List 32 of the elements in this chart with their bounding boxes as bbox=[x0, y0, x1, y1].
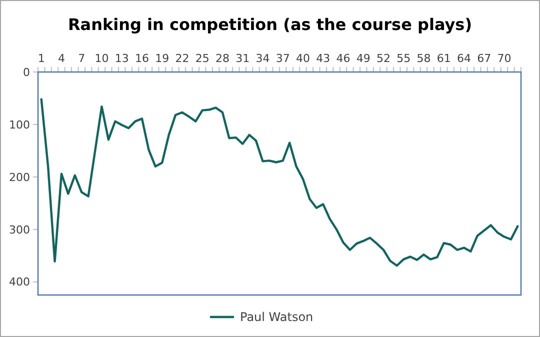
x-tick-label: 16 bbox=[134, 52, 149, 65]
x-tick-label: 64 bbox=[456, 52, 471, 65]
y-tick-label: 200 bbox=[9, 170, 30, 184]
x-tick-label: 70 bbox=[497, 52, 512, 65]
y-tick-label: 300 bbox=[9, 223, 30, 236]
x-tick-label: 37 bbox=[276, 52, 290, 65]
x-tick-label: 58 bbox=[416, 52, 431, 65]
x-tick-label: 61 bbox=[436, 52, 451, 65]
x-tick-label: 40 bbox=[296, 52, 310, 65]
x-tick-label: 34 bbox=[256, 52, 270, 65]
x-tick-label: 52 bbox=[376, 52, 390, 65]
x-tick-label: 19 bbox=[155, 52, 170, 65]
x-tick-label: 7 bbox=[78, 52, 86, 65]
x-tick-label: 4 bbox=[58, 52, 65, 65]
y-tick-label: 0 bbox=[23, 66, 30, 79]
chart-title: Ranking in competition (as the course plays) bbox=[68, 15, 472, 34]
x-tick-label: 55 bbox=[396, 52, 411, 65]
x-tick-label: 25 bbox=[195, 52, 210, 65]
y-tick-label: 400 bbox=[9, 276, 30, 289]
legend-label: Paul Watson bbox=[240, 310, 314, 324]
y-tick-label: 100 bbox=[9, 118, 30, 132]
x-tick-label: 1 bbox=[38, 52, 45, 65]
x-tick-label: 67 bbox=[477, 52, 492, 65]
x-tick-label: 22 bbox=[175, 52, 190, 65]
x-tick-label: 43 bbox=[316, 52, 330, 65]
line-series bbox=[40, 98, 519, 267]
x-tick-label: 46 bbox=[336, 52, 350, 65]
x-tick-label: 13 bbox=[114, 52, 129, 65]
x-tick-label: 28 bbox=[215, 52, 230, 65]
x-tick-label: 49 bbox=[356, 52, 370, 65]
x-tick-label: 10 bbox=[94, 52, 109, 65]
x-tick-label: 31 bbox=[236, 52, 250, 65]
